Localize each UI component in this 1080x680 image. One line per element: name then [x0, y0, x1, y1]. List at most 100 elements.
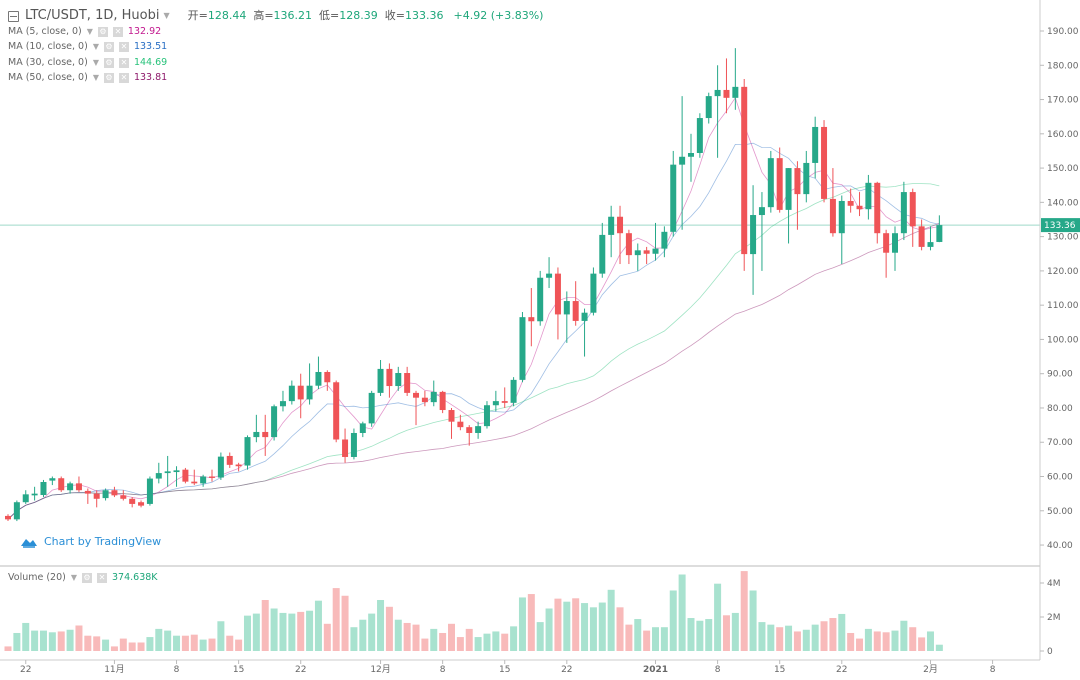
settings-icon[interactable]: ⚙ [103, 57, 114, 68]
candle [297, 373, 304, 419]
collapse-icon[interactable] [8, 10, 19, 22]
candle-body [182, 469, 189, 482]
y-tick-label: 120.00 [1047, 267, 1079, 277]
candle-body [661, 231, 668, 249]
candle-body [821, 126, 828, 199]
candle-body [22, 494, 29, 503]
candle [892, 226, 898, 271]
settings-icon[interactable]: ⚙ [103, 73, 114, 84]
candle [492, 390, 499, 412]
volume-bar [57, 631, 65, 651]
candle-body [217, 456, 224, 478]
candle [279, 390, 286, 412]
candle-body [679, 156, 686, 165]
x-tick-label: 8 [990, 665, 996, 675]
candle-body [155, 473, 162, 479]
y-tick-label: 80.00 [1047, 404, 1073, 414]
candle [288, 380, 295, 405]
candle-body [936, 225, 943, 242]
candle [794, 161, 801, 230]
volume-bar [208, 638, 216, 651]
candles [5, 48, 943, 522]
candle [501, 387, 508, 408]
candle-body [395, 373, 402, 387]
volume-bar [536, 622, 544, 651]
close-icon[interactable]: ✕ [97, 572, 108, 583]
volume-bar [474, 637, 482, 651]
candle [84, 488, 91, 504]
indicator-ma-1[interactable]: MA (10, close, 0) ▼ ⚙ ✕ 133.51 [8, 40, 543, 56]
settings-icon[interactable]: ⚙ [97, 26, 108, 37]
volume-bar [714, 583, 722, 651]
chevron-down-icon[interactable]: ▼ [92, 57, 99, 67]
chevron-down-icon[interactable]: ▼ [86, 26, 93, 36]
candle-body [590, 273, 597, 313]
candle-body [350, 432, 357, 457]
volume-bar [554, 598, 562, 651]
volume-bar [616, 607, 624, 651]
candle-body [306, 385, 313, 400]
candle [776, 147, 783, 213]
candle [546, 257, 553, 289]
indicator-label[interactable]: MA (10, close, 0) [8, 41, 88, 53]
candle [687, 133, 694, 182]
volume-bar [465, 628, 473, 651]
indicator-ma-0[interactable]: MA (5, close, 0) ▼ ⚙ ✕ 132.92 [8, 24, 543, 40]
volume-label[interactable]: Volume (20) [8, 572, 66, 583]
chevron-down-icon[interactable]: ▼ [92, 73, 99, 83]
close-icon[interactable]: ✕ [112, 26, 123, 37]
volume-bar [75, 625, 83, 651]
y-tick-label: 180.00 [1047, 61, 1079, 71]
candle-body [111, 490, 118, 496]
volume-tick-label: 0 [1047, 647, 1053, 657]
close-icon[interactable]: ✕ [118, 73, 129, 84]
candle-body [102, 490, 109, 499]
close-icon[interactable]: ✕ [118, 42, 129, 53]
tradingview-watermark[interactable]: Chart by TradingView [20, 535, 161, 548]
volume-bar [270, 608, 278, 651]
candle [155, 462, 162, 484]
close-icon[interactable]: ✕ [118, 57, 129, 68]
symbol-title[interactable]: LTC/USDT, 1D, Huobi [25, 8, 160, 23]
chevron-down-icon[interactable]: ▼ [70, 573, 78, 582]
candle [413, 390, 420, 426]
candle [483, 401, 490, 429]
candle-body [767, 158, 774, 208]
indicator-ma-2[interactable]: MA (30, close, 0) ▼ ⚙ ✕ 144.69 [8, 55, 543, 71]
candle-body [49, 478, 56, 481]
x-tick-label: 22 [20, 665, 31, 675]
volume-bar [572, 598, 580, 651]
candle [217, 452, 224, 480]
chevron-down-icon[interactable]: ▼ [92, 42, 99, 52]
candle-body [608, 216, 615, 235]
candle-body [138, 502, 145, 506]
volume-bar [891, 630, 899, 651]
candle [670, 150, 677, 237]
volume-bar [439, 632, 447, 651]
candle-body [58, 478, 65, 491]
volume-bar [563, 601, 571, 651]
candle [333, 380, 340, 443]
indicator-label[interactable]: MA (30, close, 0) [8, 56, 88, 68]
indicator-label[interactable]: MA (50, close, 0) [8, 72, 88, 84]
chevron-down-icon[interactable]: ▼ [163, 11, 170, 20]
settings-icon[interactable]: ⚙ [82, 572, 93, 583]
candle-body [732, 86, 739, 98]
candle-body [501, 401, 508, 403]
candle-body [900, 192, 907, 234]
volume-bar [217, 621, 225, 651]
indicator-label[interactable]: MA (5, close, 0) [8, 25, 82, 37]
candle-body [750, 215, 757, 255]
settings-icon[interactable]: ⚙ [103, 42, 114, 53]
y-tick-label: 170.00 [1047, 96, 1079, 106]
tradingview-logo-icon [21, 538, 37, 548]
candle-body [883, 233, 890, 253]
volume-bar [785, 625, 793, 651]
volume-bar [873, 631, 881, 651]
candle [625, 229, 632, 265]
candle-body [448, 410, 455, 422]
candle [847, 188, 854, 213]
indicator-ma-3[interactable]: MA (50, close, 0) ▼ ⚙ ✕ 133.81 [8, 71, 543, 87]
